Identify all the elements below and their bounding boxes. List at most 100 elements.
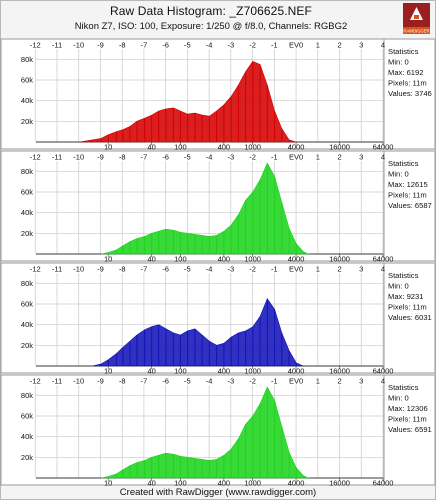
panel3-ev-tick-label: -6 bbox=[162, 377, 169, 386]
panel0-stats-title: Statistics bbox=[388, 47, 419, 56]
panel1-y-tick-label: 20k bbox=[21, 229, 33, 238]
panel0-ev-tick-label: -2 bbox=[249, 41, 256, 50]
panel2-ev-tick-label: -12 bbox=[30, 265, 41, 274]
panel3-ev-tick-label: -5 bbox=[184, 377, 191, 386]
panel1-ev-tick-label: -9 bbox=[97, 153, 104, 162]
panel3-ev-tick-label: -1 bbox=[271, 377, 278, 386]
panel1-stats-min: Min: 0 bbox=[388, 170, 409, 179]
panel3-x-tick-label: 10 bbox=[104, 479, 112, 488]
panel3-ev-tick-label: -7 bbox=[141, 377, 148, 386]
panel1-x-tick-label: 16000 bbox=[329, 255, 350, 264]
panel0-x-tick-label: 400 bbox=[218, 143, 231, 152]
panel1-ev-tick-label: 3 bbox=[359, 153, 363, 162]
panel0-ev-tick-label: -5 bbox=[184, 41, 191, 50]
panel0-ev-tick-label: 1 bbox=[316, 41, 320, 50]
panel3-x-tick-label: 4000 bbox=[288, 479, 305, 488]
panel0-x-tick-label: 16000 bbox=[329, 143, 350, 152]
panel0-x-tick-label: 64000 bbox=[373, 143, 394, 152]
panel0-ev-tick-label: -7 bbox=[141, 41, 148, 50]
panel0-ev-tick-label: -9 bbox=[97, 41, 104, 50]
panel1-ev-tick-label: -3 bbox=[228, 153, 235, 162]
panel2-x-tick-label: 1000 bbox=[244, 367, 261, 376]
panel1-x-tick-label: 1000 bbox=[244, 255, 261, 264]
panel2-y-tick-label: 80k bbox=[21, 279, 33, 288]
panel3-x-tick-label: 100 bbox=[174, 479, 187, 488]
panel3-x-tick-label: 64000 bbox=[373, 479, 394, 488]
panel2-ev-tick-label: 3 bbox=[359, 265, 363, 274]
panel2-stats-values: Values: 6031 bbox=[388, 313, 432, 322]
panel3-ev-tick-label: -2 bbox=[249, 377, 256, 386]
panel2-x-tick-label: 40 bbox=[147, 367, 155, 376]
panel0-ev-tick-label: -1 bbox=[271, 41, 278, 50]
panel0-y-tick-label: 40k bbox=[21, 96, 33, 105]
panel0-y-tick-label: 20k bbox=[21, 117, 33, 126]
panel2-x-tick-label: 100 bbox=[174, 367, 187, 376]
panel2-y-tick-label: 20k bbox=[21, 341, 33, 350]
panel1-ev-tick-label: -6 bbox=[162, 153, 169, 162]
panel0-stats-min: Min: 0 bbox=[388, 58, 409, 67]
panel0-ev-tick-label: -8 bbox=[119, 41, 126, 50]
panel2-ev-tick-label: -6 bbox=[162, 265, 169, 274]
panel2-ev-tick-label: -10 bbox=[73, 265, 84, 274]
panel2-ev-tick-label: -1 bbox=[271, 265, 278, 274]
histogram-panel-green2: -12 -11 -10 -9 -8 -7 -6 -5 -4 -3 -2 -1 EV0 1 2 3 4 10 40 10… bbox=[0, 374, 436, 488]
panel0-stats-pixels: Pixels: 11m bbox=[388, 79, 427, 88]
histogram-panel-red: -12 -11 -10 -9 -8 -7 -6 -5 -4 -3 -2 -1 EV0 1 2 3 4 10 40 10… bbox=[0, 38, 436, 152]
panel2-ev-tick-label: -3 bbox=[228, 265, 235, 274]
panel0-ev-tick-label: -10 bbox=[73, 41, 84, 50]
panel3-stats-min: Min: 0 bbox=[388, 394, 409, 403]
panel0-x-tick-label: 10 bbox=[104, 143, 112, 152]
panel1-x-tick-label: 10 bbox=[104, 255, 112, 264]
panel0-ev-tick-label: 2 bbox=[337, 41, 341, 50]
panel1-stats-max: Max: 12615 bbox=[388, 180, 428, 189]
logo-label: RAWDIGGER bbox=[403, 29, 429, 34]
panel2-ev-tick-label: -4 bbox=[206, 265, 213, 274]
histogram-panel-blue: -12 -11 -10 -9 -8 -7 -6 -5 -4 -3 -2 -1 EV0 1 2 3 4 10 40 10… bbox=[0, 262, 436, 376]
panel2-ev-tick-label: -5 bbox=[184, 265, 191, 274]
panel1-y-tick-label: 40k bbox=[21, 208, 33, 217]
panel2-x-tick-label: 400 bbox=[218, 367, 231, 376]
panel1-ev-tick-label: -1 bbox=[271, 153, 278, 162]
panel3-stats-max: Max: 12306 bbox=[388, 404, 428, 413]
panel3-ev-tick-label: -12 bbox=[30, 377, 41, 386]
logo-digger-inner bbox=[414, 15, 419, 19]
panel3-y-tick-label: 60k bbox=[21, 412, 33, 421]
panel0-x-tick-label: 40 bbox=[147, 143, 155, 152]
panel1-ev-tick-label: -11 bbox=[52, 153, 62, 162]
panel0-ev-tick-label: 3 bbox=[359, 41, 363, 50]
panel2-stats-pixels: Pixels: 11m bbox=[388, 303, 427, 312]
panel1-x-tick-label: 64000 bbox=[373, 255, 394, 264]
panel3-ev-tick-label: -9 bbox=[97, 377, 104, 386]
panel3-ev-tick-label: -4 bbox=[206, 377, 213, 386]
panel0-ev-tick-label: -4 bbox=[206, 41, 213, 50]
panel3-x-tick-label: 1000 bbox=[244, 479, 261, 488]
panel0-ev-tick-label: -3 bbox=[228, 41, 235, 50]
panel2-x-tick-label: 4000 bbox=[288, 367, 305, 376]
panel0-x-tick-label: 4000 bbox=[288, 143, 305, 152]
panel3-ev-tick-label: -8 bbox=[119, 377, 126, 386]
panel0-x-tick-label: 1000 bbox=[244, 143, 261, 152]
panel0-stats-values: Values: 3746 bbox=[388, 89, 432, 98]
panel1-ev-tick-label: -8 bbox=[119, 153, 126, 162]
panel2-ev-tick-label: -11 bbox=[52, 265, 62, 274]
panel1-x-tick-label: 100 bbox=[174, 255, 187, 264]
panel1-ev-tick-label: -5 bbox=[184, 153, 191, 162]
panel3-stats-title: Statistics bbox=[388, 383, 419, 392]
panel2-x-tick-label: 16000 bbox=[329, 367, 350, 376]
panel0-ev-tick-label: -12 bbox=[30, 41, 41, 50]
panel2-y-tick-label: 40k bbox=[21, 320, 33, 329]
panel0-x-tick-label: 100 bbox=[174, 143, 187, 152]
panel3-stats-pixels: Pixels: 11m bbox=[388, 415, 427, 424]
panel0-stats-max: Max: 6192 bbox=[388, 68, 423, 77]
logo-digger-shape bbox=[410, 7, 423, 20]
panel3-ev-tick-label: -11 bbox=[52, 377, 62, 386]
panel3-x-tick-label: 40 bbox=[147, 479, 155, 488]
panel1-x-tick-label: 40 bbox=[147, 255, 155, 264]
panel1-y-tick-label: 60k bbox=[21, 188, 33, 197]
report-title: Raw Data Histogram: _Z706625.NEF bbox=[110, 4, 312, 18]
panel2-ev-tick-label: 1 bbox=[316, 265, 320, 274]
panel1-x-tick-label: 4000 bbox=[288, 255, 305, 264]
panel2-x-tick-label: 10 bbox=[104, 367, 112, 376]
panel1-stats-values: Values: 6587 bbox=[388, 201, 432, 210]
